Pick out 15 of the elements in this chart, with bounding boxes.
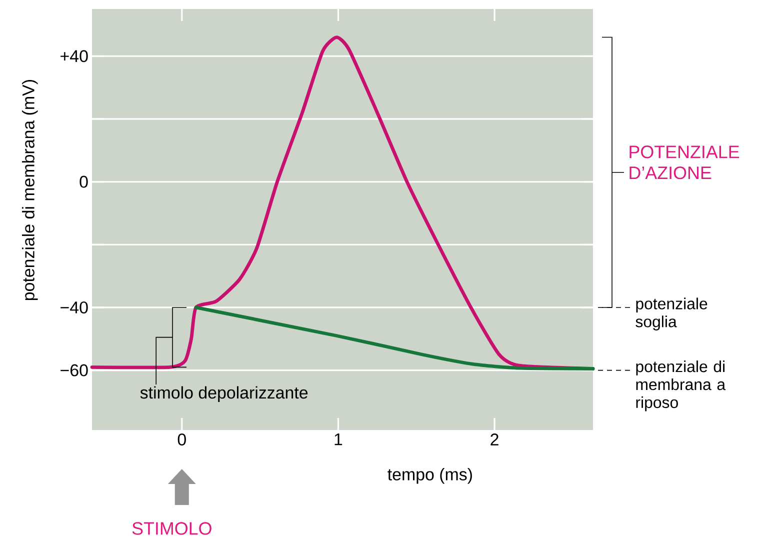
y-tick-label: 0: [80, 176, 88, 188]
text: STIMOLO: [132, 522, 212, 535]
text: POTENZIALE D’AZIONE: [630, 146, 740, 180]
x-tick-label: 2: [490, 434, 498, 446]
y-tick-label: −40: [60, 301, 88, 314]
x-tick-label: 1: [334, 434, 342, 446]
annotation: stimolo depolarizzante: [140, 386, 308, 402]
y-tick-label: −60: [60, 364, 88, 376]
text: potenziale soglia: [636, 298, 708, 330]
y-tick-label: +40: [60, 50, 88, 62]
y-axis-title: potenziale di membrana (mV): [22, 80, 38, 300]
x-axis-title: tempo (ms): [388, 468, 472, 484]
x-tick-label: 0: [178, 434, 186, 446]
line-series: [194, 306, 595, 370]
text: potenziale di membrana a riposo: [636, 360, 726, 412]
